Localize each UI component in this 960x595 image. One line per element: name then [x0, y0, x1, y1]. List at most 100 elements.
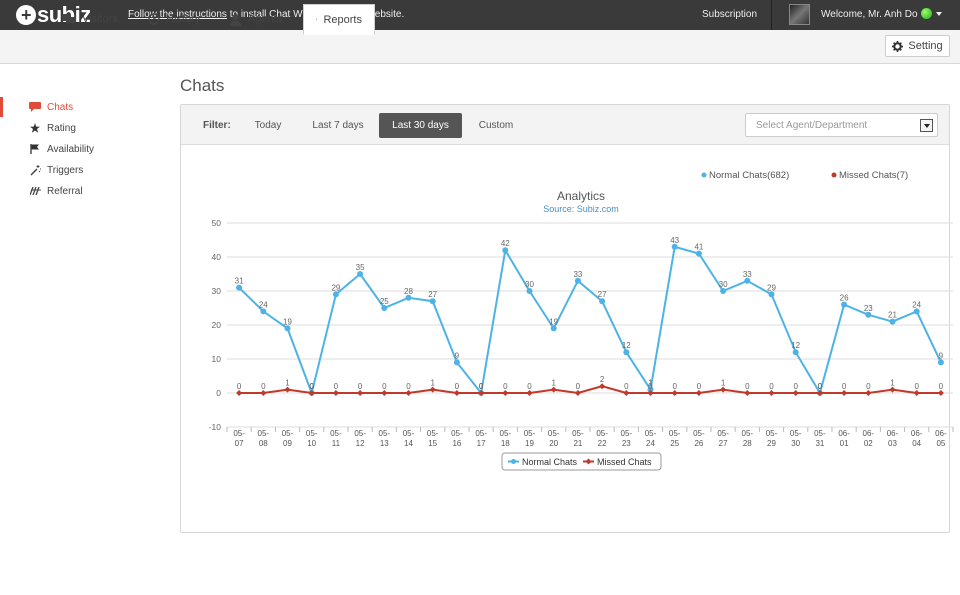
- chart-title: Analytics: [557, 189, 605, 203]
- tabs-bar: [0, 30, 960, 64]
- series-line-missed: [239, 385, 941, 395]
- data-point-missed: [526, 390, 533, 396]
- y-tick-label: -10: [209, 422, 222, 432]
- data-label: 0: [576, 382, 581, 391]
- data-label: 24: [259, 300, 268, 309]
- filter-today-button[interactable]: Today: [254, 120, 282, 131]
- x-tick-label-month: 05-: [451, 429, 463, 438]
- x-tick-label-month: 06-: [863, 429, 875, 438]
- tab-agents[interactable]: Agents: [217, 4, 294, 34]
- data-point-normal: [744, 277, 751, 284]
- filter-custom-button[interactable]: Custom: [478, 120, 514, 131]
- filter-last-30-days-button[interactable]: Last 30 days: [379, 113, 462, 138]
- x-tick-label-day: 17: [477, 439, 486, 448]
- x-tick-label-month: 05-: [693, 429, 705, 438]
- data-label: 41: [694, 243, 703, 252]
- sidebar-item-rating[interactable]: Rating: [0, 118, 76, 138]
- filter-last-7-days-button[interactable]: Last 7 days: [312, 120, 364, 131]
- x-tick-label-day: 11: [332, 439, 341, 448]
- sidebar-item-triggers[interactable]: Triggers: [0, 160, 83, 180]
- sidebar-item-chats[interactable]: Chats: [0, 97, 73, 117]
- x-tick-label-day: 20: [549, 439, 558, 448]
- data-label: 1: [721, 379, 726, 388]
- tab-visitors[interactable]: Visitors: [50, 4, 130, 34]
- data-label: 2: [600, 375, 605, 384]
- data-label: 0: [406, 382, 411, 391]
- user-icon: [230, 13, 241, 26]
- x-tick-label-day: 22: [598, 439, 607, 448]
- data-point-normal: [236, 284, 243, 291]
- chat-bubbles-icon: [62, 13, 76, 25]
- x-tick-label-month: 05-: [645, 429, 657, 438]
- tab-reports[interactable]: Reports: [303, 4, 375, 35]
- chat-icon: [28, 102, 42, 112]
- data-label: 28: [404, 287, 413, 296]
- x-tick-label-month: 05-: [306, 429, 318, 438]
- welcome-text[interactable]: Welcome, Mr. Anh Do: [821, 9, 918, 20]
- data-point-normal: [502, 247, 509, 254]
- x-tick-label-day: 07: [235, 439, 244, 448]
- x-tick-label-month: 05-: [427, 429, 439, 438]
- star-icon: [28, 123, 42, 133]
- data-point-normal: [260, 308, 267, 315]
- data-label: 0: [527, 382, 532, 391]
- data-label: 0: [334, 382, 339, 391]
- data-label: 0: [624, 382, 629, 391]
- data-label: 0: [503, 382, 508, 391]
- data-point-missed: [574, 390, 581, 396]
- data-point-normal: [792, 349, 799, 356]
- sidebar-item-referral[interactable]: Referral: [0, 181, 83, 201]
- x-tick-label-day: 02: [864, 439, 873, 448]
- x-tick-label-month: 05-: [596, 429, 608, 438]
- x-tick-label-month: 05-: [742, 429, 754, 438]
- data-point-missed: [816, 390, 823, 396]
- x-tick-label-day: 25: [670, 439, 679, 448]
- data-label: 0: [866, 382, 871, 391]
- data-label: 43: [670, 236, 679, 245]
- avatar[interactable]: [789, 4, 810, 25]
- x-tick-label-day: 21: [573, 439, 582, 448]
- data-point-missed: [284, 386, 291, 393]
- x-tick-label-day: 04: [912, 439, 921, 448]
- data-label: 1: [430, 379, 435, 388]
- x-tick-label-day: 14: [404, 439, 413, 448]
- online-status-icon[interactable]: [921, 8, 932, 19]
- tab-history[interactable]: History: [136, 4, 212, 34]
- y-tick-label: 30: [212, 286, 222, 296]
- data-label: 0: [382, 382, 387, 391]
- data-point-missed: [308, 390, 315, 396]
- legend-top-normal-label: Normal Chats(682): [709, 170, 789, 181]
- x-tick-label-day: 15: [428, 439, 437, 448]
- plus-icon: +: [16, 5, 36, 25]
- x-tick-label-day: 30: [791, 439, 800, 448]
- y-tick-label: 0: [216, 388, 221, 398]
- data-label: 29: [331, 283, 340, 292]
- data-point-normal: [429, 298, 436, 305]
- x-tick-label-day: 23: [622, 439, 631, 448]
- data-point-missed: [744, 390, 751, 396]
- agent-department-select[interactable]: Select Agent/Department: [745, 113, 938, 137]
- data-point-missed: [937, 390, 944, 396]
- chevron-down-icon[interactable]: [936, 12, 942, 16]
- x-tick-label-month: 05-: [790, 429, 802, 438]
- filter-label: Filter:: [203, 120, 231, 131]
- x-tick-label-month: 05-: [233, 429, 245, 438]
- data-point-normal: [405, 294, 412, 301]
- data-label: 0: [309, 382, 314, 391]
- legend-normal-marker: [511, 459, 516, 464]
- settings-button[interactable]: Setting: [885, 35, 950, 57]
- data-point-missed: [453, 390, 460, 396]
- sidebar-item-availability[interactable]: Availability: [0, 139, 94, 159]
- x-tick-label-day: 12: [356, 439, 365, 448]
- data-point-missed: [913, 390, 920, 396]
- x-tick-label-day: 16: [452, 439, 461, 448]
- subscription-link[interactable]: Subscription: [702, 9, 758, 20]
- data-label: 19: [549, 317, 558, 326]
- data-label: 25: [380, 297, 389, 306]
- data-point-missed: [357, 390, 364, 396]
- instructions-link[interactable]: Follow the instructions: [128, 9, 227, 20]
- data-label: 0: [914, 382, 919, 391]
- data-point-missed: [695, 390, 702, 396]
- data-label: 21: [888, 311, 897, 320]
- x-tick-label-month: 05-: [524, 429, 536, 438]
